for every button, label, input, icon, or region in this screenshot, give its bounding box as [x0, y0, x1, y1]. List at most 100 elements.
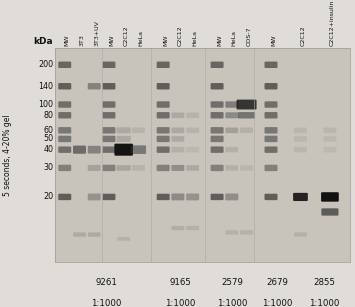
FancyBboxPatch shape	[73, 232, 86, 237]
FancyBboxPatch shape	[157, 127, 170, 134]
FancyBboxPatch shape	[211, 165, 224, 171]
FancyBboxPatch shape	[264, 61, 278, 68]
FancyBboxPatch shape	[103, 61, 115, 68]
Text: 2579: 2579	[221, 278, 243, 287]
FancyBboxPatch shape	[103, 146, 115, 153]
Text: 1:1000: 1:1000	[91, 299, 122, 307]
FancyBboxPatch shape	[131, 146, 146, 154]
FancyBboxPatch shape	[211, 146, 224, 153]
FancyBboxPatch shape	[186, 226, 199, 230]
FancyBboxPatch shape	[103, 112, 115, 119]
Text: 9165: 9165	[169, 278, 191, 287]
FancyBboxPatch shape	[211, 194, 224, 200]
Text: 1:1000: 1:1000	[165, 299, 196, 307]
Text: HeLa: HeLa	[193, 30, 198, 46]
FancyBboxPatch shape	[225, 193, 238, 200]
FancyBboxPatch shape	[264, 101, 278, 108]
FancyBboxPatch shape	[171, 226, 184, 230]
Text: 3T3: 3T3	[80, 34, 84, 46]
FancyBboxPatch shape	[225, 230, 238, 235]
FancyBboxPatch shape	[103, 194, 115, 200]
FancyBboxPatch shape	[116, 127, 131, 133]
FancyBboxPatch shape	[73, 146, 86, 154]
FancyBboxPatch shape	[211, 83, 224, 90]
FancyBboxPatch shape	[240, 127, 253, 133]
FancyBboxPatch shape	[157, 61, 170, 68]
Text: COS-7: COS-7	[247, 26, 252, 46]
Text: C2C12: C2C12	[178, 25, 183, 46]
FancyBboxPatch shape	[264, 112, 278, 119]
Text: 40: 40	[43, 145, 53, 154]
FancyBboxPatch shape	[117, 237, 130, 241]
FancyBboxPatch shape	[211, 112, 224, 119]
FancyBboxPatch shape	[323, 147, 337, 153]
FancyBboxPatch shape	[323, 127, 337, 133]
FancyBboxPatch shape	[225, 112, 238, 118]
FancyBboxPatch shape	[186, 165, 199, 171]
FancyBboxPatch shape	[186, 127, 199, 133]
Text: 9261: 9261	[95, 278, 118, 287]
Text: 80: 80	[43, 111, 53, 120]
FancyBboxPatch shape	[264, 136, 278, 142]
FancyBboxPatch shape	[186, 112, 199, 118]
FancyBboxPatch shape	[58, 146, 71, 153]
FancyBboxPatch shape	[58, 136, 71, 142]
FancyBboxPatch shape	[132, 127, 145, 133]
FancyBboxPatch shape	[225, 165, 238, 171]
FancyBboxPatch shape	[225, 147, 238, 153]
Text: MW: MW	[65, 35, 70, 46]
Text: 5 seconds, 4-20% gel: 5 seconds, 4-20% gel	[2, 114, 12, 196]
Text: kDa: kDa	[34, 37, 53, 46]
FancyBboxPatch shape	[157, 83, 170, 90]
Text: MW: MW	[217, 35, 222, 46]
Text: MW: MW	[163, 35, 168, 46]
Text: MW: MW	[271, 35, 276, 46]
FancyBboxPatch shape	[293, 193, 308, 201]
FancyBboxPatch shape	[264, 83, 278, 90]
FancyBboxPatch shape	[58, 194, 71, 200]
FancyBboxPatch shape	[264, 194, 278, 200]
FancyBboxPatch shape	[58, 127, 71, 134]
Text: 2679: 2679	[267, 278, 288, 287]
FancyBboxPatch shape	[294, 136, 307, 142]
Text: C2C12: C2C12	[300, 25, 305, 46]
FancyBboxPatch shape	[225, 101, 238, 108]
FancyBboxPatch shape	[211, 61, 224, 68]
FancyBboxPatch shape	[186, 193, 199, 200]
FancyBboxPatch shape	[171, 136, 184, 142]
FancyBboxPatch shape	[157, 194, 170, 200]
FancyBboxPatch shape	[240, 230, 253, 235]
Text: 3T3+UV: 3T3+UV	[94, 20, 99, 46]
FancyBboxPatch shape	[211, 127, 224, 134]
FancyBboxPatch shape	[157, 101, 170, 108]
Text: 1:1000: 1:1000	[310, 299, 340, 307]
FancyBboxPatch shape	[116, 136, 131, 142]
FancyBboxPatch shape	[294, 127, 307, 133]
FancyBboxPatch shape	[157, 136, 170, 142]
FancyBboxPatch shape	[88, 83, 101, 90]
FancyBboxPatch shape	[225, 127, 238, 133]
FancyBboxPatch shape	[103, 101, 115, 108]
FancyBboxPatch shape	[58, 165, 71, 171]
FancyBboxPatch shape	[116, 165, 131, 171]
FancyBboxPatch shape	[58, 83, 71, 90]
Text: HeLa: HeLa	[232, 30, 237, 46]
FancyBboxPatch shape	[238, 112, 255, 119]
FancyBboxPatch shape	[88, 232, 101, 237]
FancyBboxPatch shape	[157, 146, 170, 153]
FancyBboxPatch shape	[321, 208, 338, 216]
FancyBboxPatch shape	[211, 136, 224, 142]
Text: 200: 200	[38, 60, 53, 69]
Text: 2855: 2855	[313, 278, 335, 287]
Text: MW: MW	[109, 35, 114, 46]
FancyBboxPatch shape	[236, 99, 257, 110]
FancyBboxPatch shape	[58, 61, 71, 68]
FancyBboxPatch shape	[171, 193, 184, 200]
Text: 60: 60	[43, 126, 53, 135]
Text: 30: 30	[43, 163, 53, 173]
FancyBboxPatch shape	[171, 112, 184, 118]
FancyBboxPatch shape	[103, 127, 115, 134]
FancyBboxPatch shape	[157, 165, 170, 171]
FancyBboxPatch shape	[294, 232, 307, 237]
Text: 100: 100	[38, 100, 53, 109]
